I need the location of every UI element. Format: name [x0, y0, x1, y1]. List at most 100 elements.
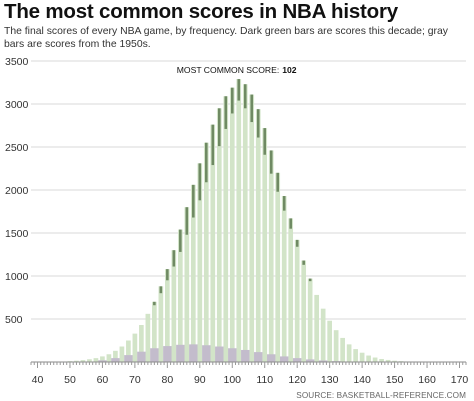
y-tick-label-1500: 1500	[5, 228, 29, 240]
chart-title: The most common scores in NBA history	[4, 0, 398, 23]
bar-all-132	[333, 330, 339, 362]
bar-this_decade-116	[282, 196, 286, 211]
bar-fifties-88	[189, 344, 198, 362]
bar-this_decade-102	[237, 79, 241, 101]
bar-fifties-128	[318, 360, 328, 362]
bar-this_decade-104	[243, 84, 247, 109]
bar-this_decade-86	[185, 207, 189, 235]
bar-all-76	[152, 301, 157, 362]
bar-all-92	[203, 142, 209, 362]
bar-all-130	[327, 320, 332, 362]
bar-this_decade-88	[192, 184, 195, 218]
bar-all-110	[262, 128, 268, 362]
bar-all-138	[353, 349, 358, 362]
bar-all-52	[74, 360, 79, 362]
bar-fifties-76	[150, 348, 159, 362]
bar-this_decade-106	[250, 94, 254, 123]
bar-this_decade-98	[224, 96, 228, 129]
bar-all-64	[113, 350, 118, 362]
bar-all-118	[288, 218, 294, 362]
bar-fifties-72	[137, 351, 146, 362]
bar-this_decade-96	[217, 108, 221, 147]
bar-all-102	[236, 79, 242, 362]
bar-fifties-60	[98, 360, 107, 362]
bar-all-96	[216, 108, 222, 362]
bar-fifties-80	[163, 346, 172, 362]
bar-fifties-116	[280, 356, 289, 362]
bar-all-84	[177, 229, 183, 362]
bar-all-128	[320, 308, 326, 362]
most-common-annotation-text: MOST COMMON SCORE: 102	[177, 65, 297, 75]
bar-all-150	[392, 360, 397, 362]
bar-all-68	[126, 340, 131, 362]
bar-fifties-104	[241, 349, 250, 362]
bar-this_decade-114	[276, 172, 280, 192]
x-tick-label-160: 160	[418, 374, 436, 386]
bar-this_decade-110	[263, 128, 267, 155]
bar-all-54	[80, 360, 86, 362]
bar-fifties-68	[124, 355, 133, 362]
bar-this_decade-100	[230, 87, 234, 114]
bar-all-108	[255, 109, 261, 362]
bar-all-136	[346, 344, 352, 362]
bar-this_decade-120	[295, 239, 299, 247]
y-tick-label-3000: 3000	[5, 99, 29, 111]
bar-all-56	[87, 359, 92, 362]
bar-all-98	[223, 96, 229, 362]
bar-all-126	[314, 294, 320, 362]
x-tick-label-70: 70	[129, 374, 141, 386]
bar-fifties-96	[215, 346, 224, 362]
bar-this_decade-122	[302, 260, 305, 265]
bar-all-72	[139, 325, 144, 362]
bar-all-88	[190, 184, 196, 362]
bar-all-148	[385, 359, 391, 362]
bar-all-104	[242, 84, 248, 362]
bar-all-124	[307, 278, 313, 362]
bar-all-142	[366, 355, 371, 362]
x-tick-label-60: 60	[97, 374, 109, 386]
y-tick-label-3500: 3500	[5, 56, 29, 68]
bar-fifties-100	[228, 348, 237, 362]
gridlines	[31, 60, 466, 320]
bar-all-74	[145, 313, 151, 362]
bar-this_decade-92	[205, 142, 208, 183]
bar-all-120	[294, 239, 300, 362]
bar-all-86	[184, 207, 190, 362]
x-axis	[30, 361, 467, 368]
bars-this-decade	[153, 79, 312, 306]
bar-this_decade-124	[308, 278, 312, 282]
bar-all-116	[281, 196, 287, 362]
bar-fifties-84	[176, 344, 185, 362]
y-tick-label-500: 500	[5, 314, 23, 326]
bars-1950s	[98, 344, 341, 362]
bar-all-70	[132, 333, 138, 362]
bar-fifties-120	[292, 358, 302, 362]
x-tick-label-150: 150	[386, 374, 404, 386]
most-common-value: 102	[282, 65, 297, 75]
x-tick-label-90: 90	[194, 374, 206, 386]
bar-all-78	[158, 286, 164, 362]
x-tick-label-140: 140	[353, 374, 371, 386]
bar-this_decade-76	[153, 301, 156, 306]
bar-this_decade-80	[166, 269, 169, 281]
bar-fifties-108	[254, 352, 263, 362]
bar-this_decade-112	[269, 150, 273, 174]
y-tick-label-2500: 2500	[5, 142, 29, 154]
bar-all-58	[93, 358, 99, 362]
x-tick-label-100: 100	[224, 374, 242, 386]
source-note: SOURCE: BASKETBALL-REFERENCE.COM	[296, 391, 466, 400]
bar-fifties-124	[305, 359, 315, 362]
bar-all-114	[275, 172, 281, 362]
bar-fifties-64	[111, 358, 120, 362]
bar-this_decade-90	[198, 163, 202, 201]
x-tick-label-110: 110	[256, 374, 273, 386]
bar-all-94	[210, 124, 216, 362]
x-axis-tick-labels: 40 50 60 70 80 90 100 110 120 130 140 150 160 170	[32, 374, 469, 386]
bar-all-82	[171, 250, 177, 362]
bar-all-100	[229, 87, 235, 362]
y-tick-label-1000: 1000	[5, 271, 29, 283]
bar-all-146	[379, 358, 384, 362]
bar-all-112	[268, 150, 274, 362]
bar-all-60	[100, 356, 105, 362]
bars-all-games	[67, 79, 410, 362]
